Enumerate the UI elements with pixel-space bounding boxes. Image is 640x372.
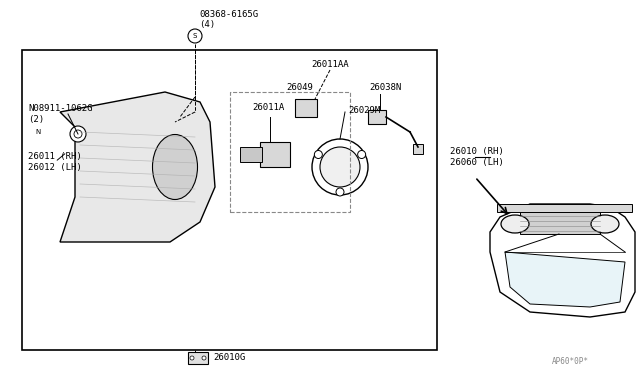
- Text: 26011A: 26011A: [252, 103, 284, 112]
- Text: 26038N: 26038N: [369, 83, 401, 92]
- Circle shape: [358, 151, 365, 158]
- Bar: [22, 50, 437, 350]
- Ellipse shape: [152, 135, 198, 199]
- Bar: [188, 352, 208, 364]
- Text: AP60*0P*: AP60*0P*: [552, 357, 589, 366]
- Circle shape: [320, 147, 360, 187]
- Circle shape: [74, 130, 82, 138]
- Polygon shape: [490, 204, 635, 317]
- Ellipse shape: [501, 215, 529, 233]
- Bar: [520, 212, 600, 234]
- Bar: [368, 110, 386, 124]
- Text: N: N: [35, 129, 40, 135]
- Text: 26029M: 26029M: [348, 106, 380, 115]
- Circle shape: [202, 356, 206, 360]
- Polygon shape: [505, 252, 625, 307]
- Circle shape: [314, 151, 323, 158]
- Circle shape: [312, 139, 368, 195]
- Bar: [413, 144, 423, 154]
- Text: 26010 (RH)
26060 (LH): 26010 (RH) 26060 (LH): [450, 147, 504, 167]
- Polygon shape: [60, 92, 215, 242]
- Circle shape: [336, 188, 344, 196]
- Ellipse shape: [591, 215, 619, 233]
- Bar: [295, 99, 317, 117]
- Bar: [260, 142, 290, 167]
- Circle shape: [188, 29, 202, 43]
- Text: 26010G: 26010G: [213, 353, 245, 362]
- Text: 08368-6165G
(4): 08368-6165G (4): [199, 10, 258, 29]
- Text: S: S: [193, 33, 197, 39]
- Text: 26011 (RH)
26012 (LH): 26011 (RH) 26012 (LH): [28, 152, 82, 172]
- Text: 26011AA: 26011AA: [311, 60, 349, 68]
- Circle shape: [70, 126, 86, 142]
- Bar: [497, 204, 632, 212]
- Text: N08911-1062G
(2): N08911-1062G (2): [28, 104, 93, 124]
- Bar: [240, 147, 262, 162]
- Circle shape: [190, 356, 194, 360]
- Text: 26049: 26049: [287, 83, 314, 92]
